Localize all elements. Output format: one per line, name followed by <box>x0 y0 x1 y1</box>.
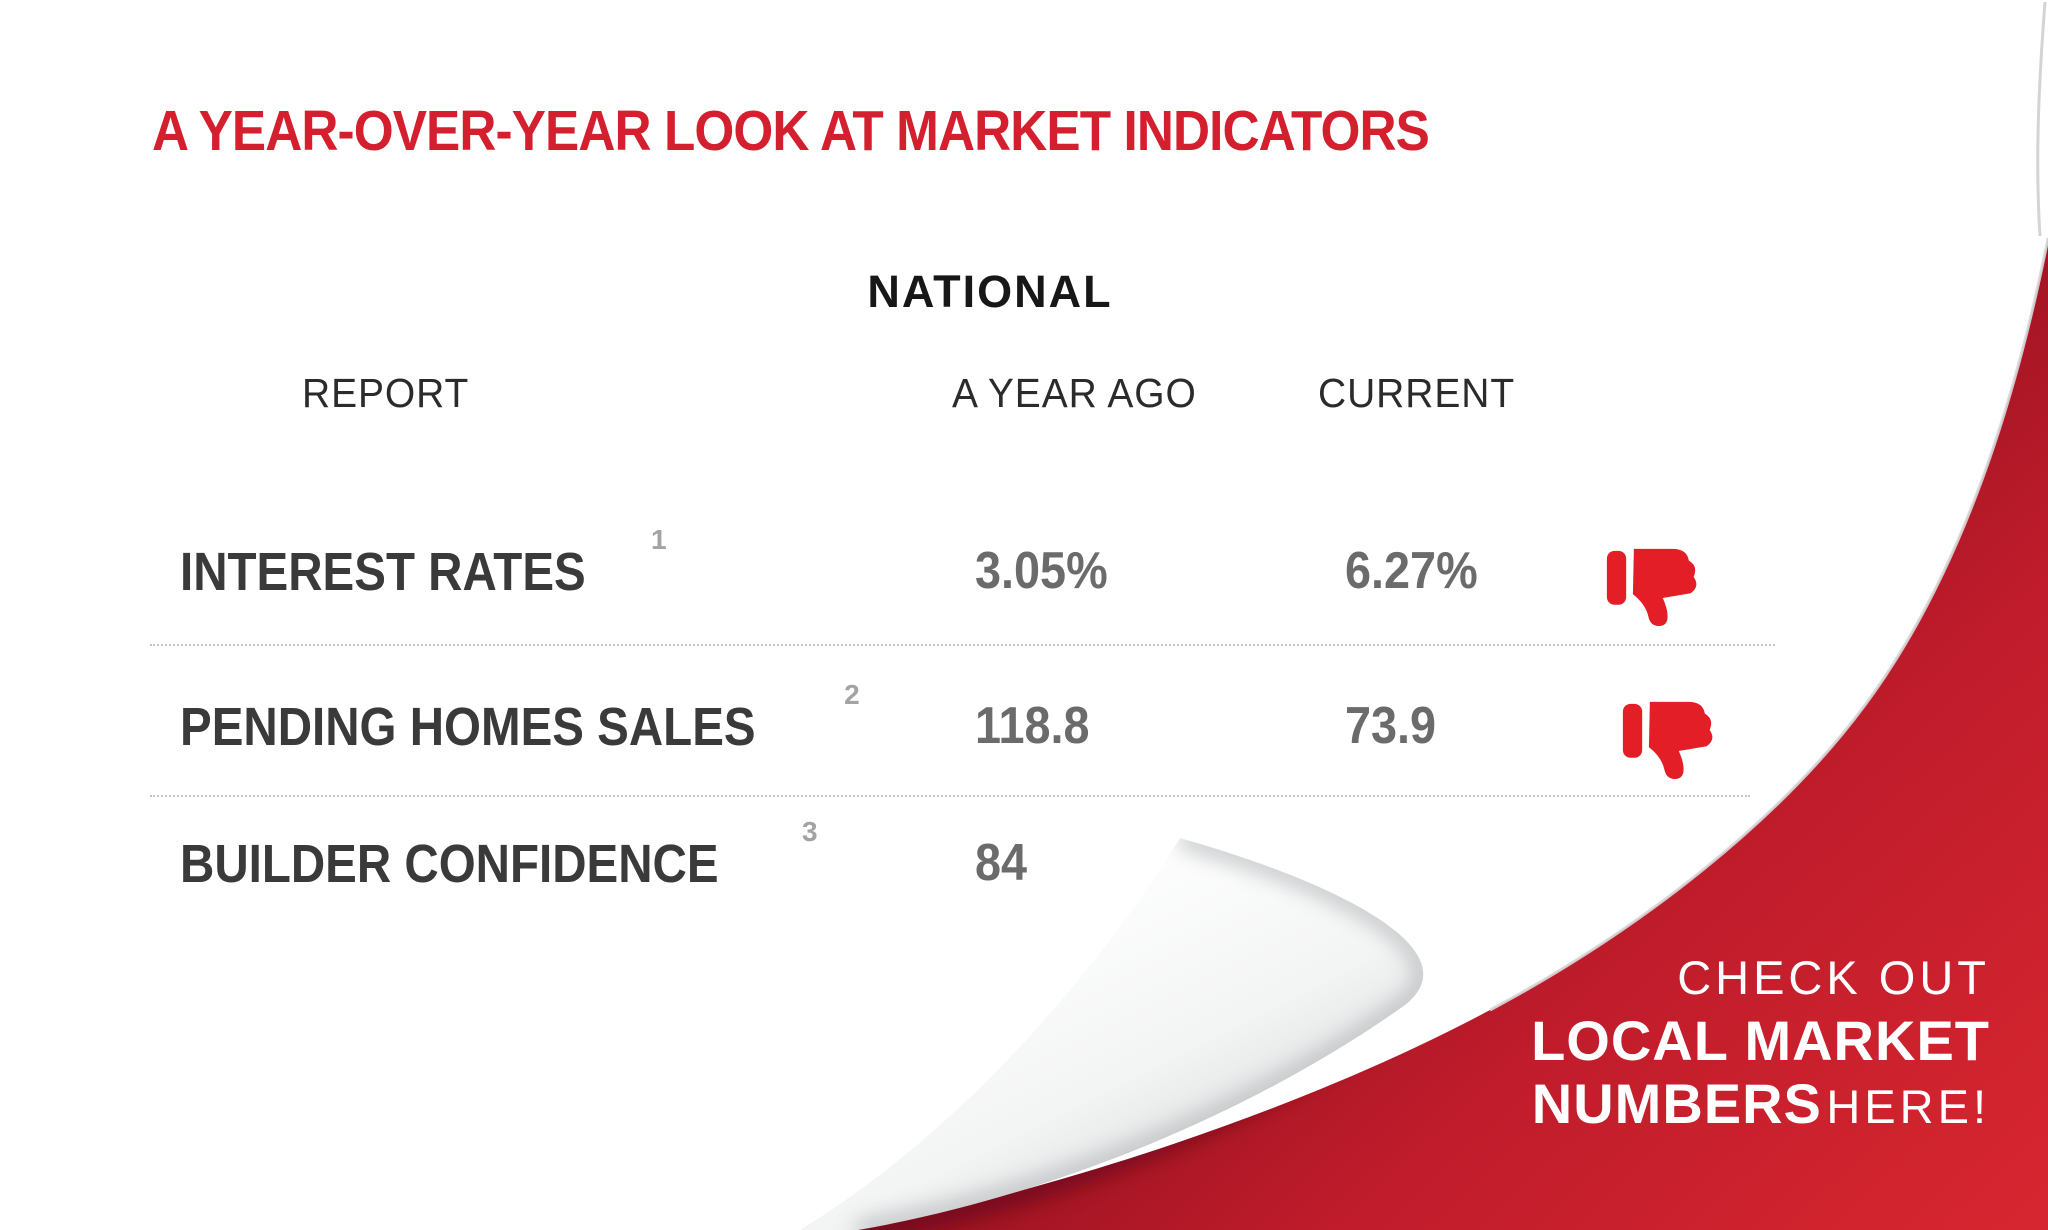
thumbs-down-icon <box>1622 701 1713 779</box>
footnote-marker: 1 <box>651 524 667 555</box>
cta-line-3: NUMBERS HERE! <box>1531 1072 1990 1150</box>
column-header-report: REPORT <box>302 370 470 416</box>
pending-homes-sales-year-ago-value: 118.8 <box>975 697 1090 755</box>
page-edge-line <box>2036 1 2047 237</box>
section-label-wrap: NATIONAL <box>0 266 1980 318</box>
table-row-label-pending-homes-sales: PENDING HOMES SALES2 <box>180 679 860 757</box>
builder-confidence-year-ago-value: 84 <box>975 834 1028 892</box>
table-row-label-interest-rates: INTEREST RATES1 <box>180 524 667 602</box>
cta-line-3-bold: NUMBERS <box>1531 1072 1822 1135</box>
cta-line-2: LOCAL MARKET <box>1531 1009 1990 1072</box>
page-title: A YEAR-OVER-YEAR LOOK AT MARKET INDICATO… <box>151 99 1429 163</box>
section-label: NATIONAL <box>867 266 1113 317</box>
cta-line-1: CHECK OUT <box>1677 951 1990 1004</box>
pending-homes-sales-current-value: 73.9 <box>1345 697 1437 755</box>
row-divider <box>150 795 1750 797</box>
page-title-wrap: A YEAR-OVER-YEAR LOOK AT MARKET INDICATO… <box>0 98 1580 164</box>
curl-flap <box>800 838 1424 1230</box>
column-header-year-ago: A YEAR AGO <box>952 370 1197 416</box>
interest-rates-year-ago-value: 3.05% <box>975 542 1108 600</box>
local-market-cta[interactable]: CHECK OUT LOCAL MARKET NUMBERS HERE! <box>1531 946 1990 1150</box>
table-row-label-builder-confidence: BUILDER CONFIDENCE3 <box>180 816 818 894</box>
interest-rates-current-value: 6.27% <box>1345 542 1478 600</box>
row-divider <box>150 644 1775 646</box>
column-header-current: CURRENT <box>1318 370 1516 416</box>
thumbs-down-icon <box>1606 548 1697 626</box>
footnote-marker: 3 <box>802 816 818 847</box>
footnote-marker: 2 <box>844 679 860 710</box>
cta-line-3-light: HERE! <box>1826 1080 1990 1133</box>
